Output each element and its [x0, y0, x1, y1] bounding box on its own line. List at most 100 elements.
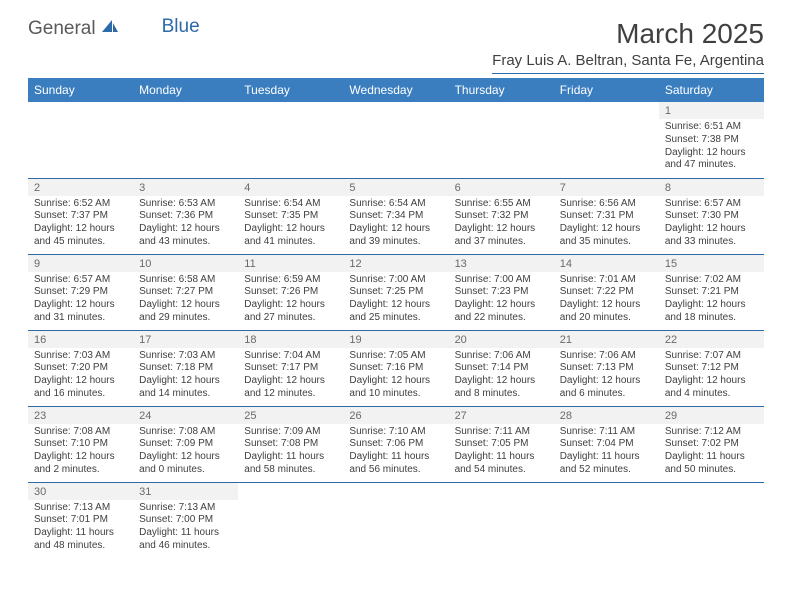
day-number: 23	[28, 407, 133, 424]
calendar-cell: 24 Sunrise: 7:08 AMSunset: 7:09 PMDayligh…	[133, 406, 238, 482]
sunset-text: Sunset: 7:01 PM	[34, 514, 127, 527]
sunrise-text: Sunrise: 6:56 AM	[560, 198, 653, 211]
sunset-text: Sunset: 7:04 PM	[560, 438, 653, 451]
daylight-text: Daylight: 12 hours and 45 minutes.	[34, 223, 127, 249]
calendar-cell	[343, 482, 448, 558]
sunrise-text: Sunrise: 7:11 AM	[560, 426, 653, 439]
day-number: 26	[343, 407, 448, 424]
sunrise-text: Sunrise: 7:06 AM	[455, 350, 548, 363]
sunrise-text: Sunrise: 7:00 AM	[349, 274, 442, 287]
calendar-cell: 19Sunrise: 7:05 AMSunset: 7:16 PMDayligh…	[343, 330, 448, 406]
sunset-text: Sunset: 7:20 PM	[34, 362, 127, 375]
daylight-text: Daylight: 12 hours and 10 minutes.	[349, 375, 442, 401]
sunset-text: Sunset: 7:25 PM	[349, 286, 442, 299]
sunrise-text: Sunrise: 7:11 AM	[455, 426, 548, 439]
sunrise-text: Sunrise: 7:13 AM	[34, 502, 127, 515]
calendar-cell: 23Sunrise: 7:08 AMSunset: 7:10 PMDayligh…	[28, 406, 133, 482]
calendar-cell	[449, 482, 554, 558]
daylight-text: Daylight: 11 hours and 54 minutes.	[455, 451, 548, 477]
day-number: 25	[238, 407, 343, 424]
calendar-cell: 27 Sunrise: 7:11 AMSunset: 7:05 PMDayligh…	[449, 406, 554, 482]
sunset-text: Sunset: 7:31 PM	[560, 210, 653, 223]
sunrise-text: Sunrise: 6:57 AM	[665, 198, 758, 211]
day-number: 12	[343, 255, 448, 272]
sunrise-text: Sunrise: 7:08 AM	[139, 426, 232, 439]
daylight-text: Daylight: 11 hours and 48 minutes.	[34, 527, 127, 553]
sunset-text: Sunset: 7:05 PM	[455, 438, 548, 451]
daylight-text: Daylight: 12 hours and 4 minutes.	[665, 375, 758, 401]
calendar-head: SundayMondayTuesdayWednesdayThursdayFrid…	[28, 78, 764, 102]
day-number: 18	[238, 331, 343, 348]
calendar-cell	[449, 102, 554, 178]
day-number: 24	[133, 407, 238, 424]
weekday-header: Saturday	[659, 78, 764, 102]
sunrise-text: Sunrise: 6:58 AM	[139, 274, 232, 287]
day-number: 21	[554, 331, 659, 348]
sunrise-text: Sunrise: 6:52 AM	[34, 198, 127, 211]
daylight-text: Daylight: 12 hours and 31 minutes.	[34, 299, 127, 325]
daylight-text: Daylight: 11 hours and 46 minutes.	[139, 527, 232, 553]
sunset-text: Sunset: 7:35 PM	[244, 210, 337, 223]
sunrise-text: Sunrise: 7:03 AM	[34, 350, 127, 363]
sunrise-text: Sunrise: 6:54 AM	[244, 198, 337, 211]
day-number: 16	[28, 331, 133, 348]
sunrise-text: Sunrise: 7:03 AM	[139, 350, 232, 363]
sunset-text: Sunset: 7:38 PM	[665, 134, 758, 147]
daylight-text: Daylight: 12 hours and 41 minutes.	[244, 223, 337, 249]
calendar-cell: 9Sunrise: 6:57 AMSunset: 7:29 PMDaylight…	[28, 254, 133, 330]
calendar-cell: 22Sunrise: 7:07 AMSunset: 7:12 PMDayligh…	[659, 330, 764, 406]
calendar-cell: 11Sunrise: 6:59 AMSunset: 7:26 PMDayligh…	[238, 254, 343, 330]
calendar-cell	[238, 482, 343, 558]
sunrise-text: Sunrise: 6:57 AM	[34, 274, 127, 287]
day-number: 2	[28, 179, 133, 196]
calendar-cell: 3Sunrise: 6:53 AMSunset: 7:36 PMDaylight…	[133, 178, 238, 254]
sunrise-text: Sunrise: 7:04 AM	[244, 350, 337, 363]
daylight-text: Daylight: 12 hours and 0 minutes.	[139, 451, 232, 477]
sunset-text: Sunset: 7:18 PM	[139, 362, 232, 375]
day-number: 7	[554, 179, 659, 196]
daylight-text: Daylight: 12 hours and 33 minutes.	[665, 223, 758, 249]
calendar-cell	[659, 482, 764, 558]
sunset-text: Sunset: 7:08 PM	[244, 438, 337, 451]
day-number: 28	[554, 407, 659, 424]
sunset-text: Sunset: 7:06 PM	[349, 438, 442, 451]
day-number: 6	[449, 179, 554, 196]
weekday-header: Sunday	[28, 78, 133, 102]
calendar-cell: 16Sunrise: 7:03 AMSunset: 7:20 PMDayligh…	[28, 330, 133, 406]
calendar-cell: 8Sunrise: 6:57 AMSunset: 7:30 PMDaylight…	[659, 178, 764, 254]
daylight-text: Daylight: 12 hours and 25 minutes.	[349, 299, 442, 325]
sunset-text: Sunset: 7:23 PM	[455, 286, 548, 299]
calendar-body: 1Sunrise: 6:51 AMSunset: 7:38 PMDaylight…	[28, 102, 764, 558]
sunset-text: Sunset: 7:17 PM	[244, 362, 337, 375]
sunset-text: Sunset: 7:34 PM	[349, 210, 442, 223]
sunset-text: Sunset: 7:26 PM	[244, 286, 337, 299]
logo: General Blue	[28, 18, 200, 40]
calendar-cell: 6Sunrise: 6:55 AMSunset: 7:32 PMDaylight…	[449, 178, 554, 254]
daylight-text: Daylight: 12 hours and 29 minutes.	[139, 299, 232, 325]
sunset-text: Sunset: 7:37 PM	[34, 210, 127, 223]
calendar-cell: 26Sunrise: 7:10 AMSunset: 7:06 PMDayligh…	[343, 406, 448, 482]
calendar-cell: 5Sunrise: 6:54 AMSunset: 7:34 PMDaylight…	[343, 178, 448, 254]
daylight-text: Daylight: 11 hours and 52 minutes.	[560, 451, 653, 477]
weekday-header: Monday	[133, 78, 238, 102]
calendar-cell: 18Sunrise: 7:04 AMSunset: 7:17 PMDayligh…	[238, 330, 343, 406]
sunrise-text: Sunrise: 7:12 AM	[665, 426, 758, 439]
sunset-text: Sunset: 7:09 PM	[139, 438, 232, 451]
daylight-text: Daylight: 12 hours and 22 minutes.	[455, 299, 548, 325]
day-number: 30	[28, 483, 133, 500]
sunrise-text: Sunrise: 6:59 AM	[244, 274, 337, 287]
sunset-text: Sunset: 7:36 PM	[139, 210, 232, 223]
calendar-cell: 31Sunrise: 7:13 AMSunset: 7:00 PMDayligh…	[133, 482, 238, 558]
sunset-text: Sunset: 7:10 PM	[34, 438, 127, 451]
calendar-cell: 17Sunrise: 7:03 AMSunset: 7:18 PMDayligh…	[133, 330, 238, 406]
weekday-header: Friday	[554, 78, 659, 102]
daylight-text: Daylight: 12 hours and 8 minutes.	[455, 375, 548, 401]
logo-sail-icon	[100, 18, 120, 40]
day-number: 17	[133, 331, 238, 348]
day-number: 19	[343, 331, 448, 348]
day-number: 11	[238, 255, 343, 272]
day-number: 31	[133, 483, 238, 500]
sunrise-text: Sunrise: 7:06 AM	[560, 350, 653, 363]
daylight-text: Daylight: 12 hours and 47 minutes.	[665, 147, 758, 173]
day-number: 27	[449, 407, 554, 424]
